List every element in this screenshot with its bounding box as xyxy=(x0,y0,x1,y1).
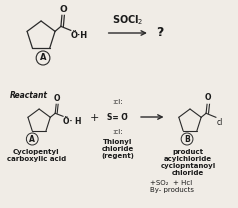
Text: O: O xyxy=(54,94,60,103)
Text: Reactant: Reactant xyxy=(10,91,48,100)
Text: By- products: By- products xyxy=(150,187,194,193)
Text: Ö·H: Ö·H xyxy=(71,31,88,40)
Text: Thionyl: Thionyl xyxy=(103,139,132,145)
Text: (regent): (regent) xyxy=(101,153,134,159)
Text: cl: cl xyxy=(216,118,223,127)
Text: product: product xyxy=(173,149,203,155)
Text: :cl:: :cl: xyxy=(112,129,123,135)
Text: B: B xyxy=(184,135,190,144)
Text: cyclopntanoyl: cyclopntanoyl xyxy=(160,163,216,169)
Text: chloride: chloride xyxy=(101,146,134,152)
Text: O: O xyxy=(59,5,67,14)
Text: carboxylic acid: carboxylic acid xyxy=(7,156,66,162)
Text: +: + xyxy=(89,113,99,123)
Text: ?: ? xyxy=(156,26,163,40)
Text: acylchloride: acylchloride xyxy=(164,156,212,162)
Text: +SO₂  + Hcl: +SO₂ + Hcl xyxy=(150,180,192,186)
Text: O: O xyxy=(205,93,211,102)
Text: Cyclopentyl: Cyclopentyl xyxy=(13,149,60,155)
Text: A: A xyxy=(29,135,35,144)
Text: SOCl$_2$: SOCl$_2$ xyxy=(112,13,144,27)
Text: :cl:: :cl: xyxy=(112,99,123,105)
Text: Ö· H: Ö· H xyxy=(63,117,82,126)
Text: A: A xyxy=(40,53,46,62)
Text: S= Ö: S= Ö xyxy=(107,113,128,121)
Text: chloride: chloride xyxy=(172,170,204,176)
